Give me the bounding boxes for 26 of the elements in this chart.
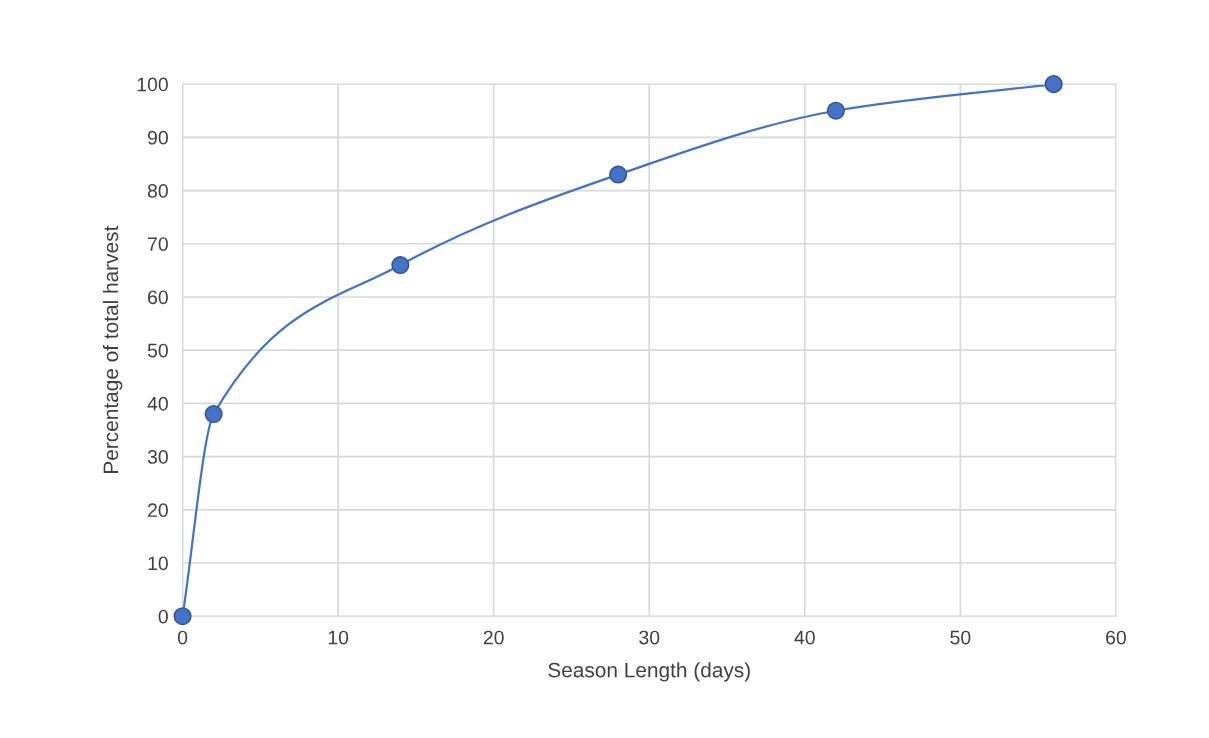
x-tick-label: 20 xyxy=(483,630,504,645)
y-tick-label: 70 xyxy=(148,237,168,251)
x-tick-label: 30 xyxy=(639,630,660,645)
y-tick-label: 60 xyxy=(148,290,168,305)
x-axis-title: Season Length (days) xyxy=(548,662,750,682)
y-tick-label: 30 xyxy=(147,450,168,464)
point xyxy=(391,256,410,275)
y-tick-label: 0 xyxy=(158,609,168,624)
y-tick-label: 40 xyxy=(147,396,168,411)
point xyxy=(826,101,845,120)
x-tick-label: 40 xyxy=(794,630,815,645)
x-tick-label: 10 xyxy=(328,630,349,645)
x-tick-label: 0 xyxy=(177,630,188,645)
y-tick-label: 80 xyxy=(147,184,168,198)
point xyxy=(173,607,192,626)
y-tick-label: 20 xyxy=(148,503,168,518)
y-tick-label: 90 xyxy=(147,130,168,145)
y-tick-label: 50 xyxy=(147,343,168,358)
point xyxy=(609,165,628,184)
x-tick-label: 50 xyxy=(950,630,971,645)
point xyxy=(1044,75,1063,94)
y-tick-label: 10 xyxy=(148,556,168,571)
point xyxy=(204,405,223,424)
y-tick-label: 100 xyxy=(137,77,168,92)
x-tick-label: 60 xyxy=(1106,630,1126,645)
y-axis-title: Percentage of total harvest xyxy=(102,225,123,473)
